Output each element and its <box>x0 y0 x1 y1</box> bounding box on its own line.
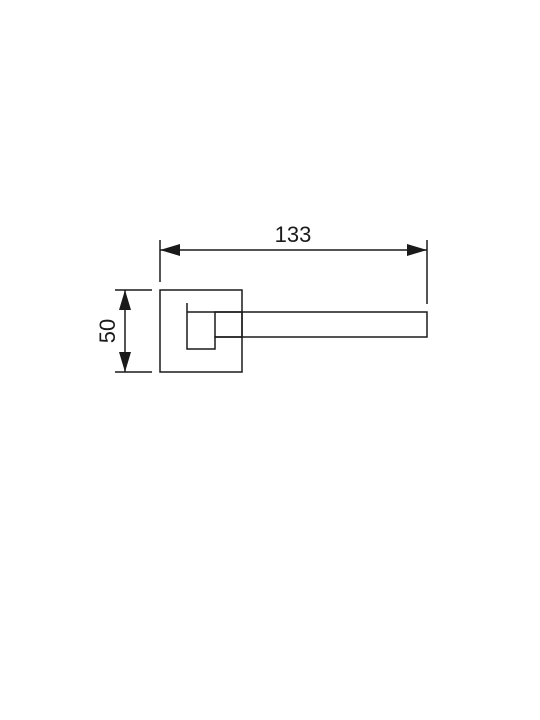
handle-assembly <box>160 290 427 372</box>
width-label: 133 <box>275 222 312 247</box>
dimension-drawing: 133 50 <box>60 200 480 420</box>
lever-handle <box>215 312 427 337</box>
base-plate <box>160 290 242 372</box>
technical-drawing-container: 133 50 <box>60 200 480 400</box>
height-dimension: 50 <box>95 290 152 372</box>
width-dimension: 133 <box>160 222 427 304</box>
height-label: 50 <box>95 319 120 343</box>
